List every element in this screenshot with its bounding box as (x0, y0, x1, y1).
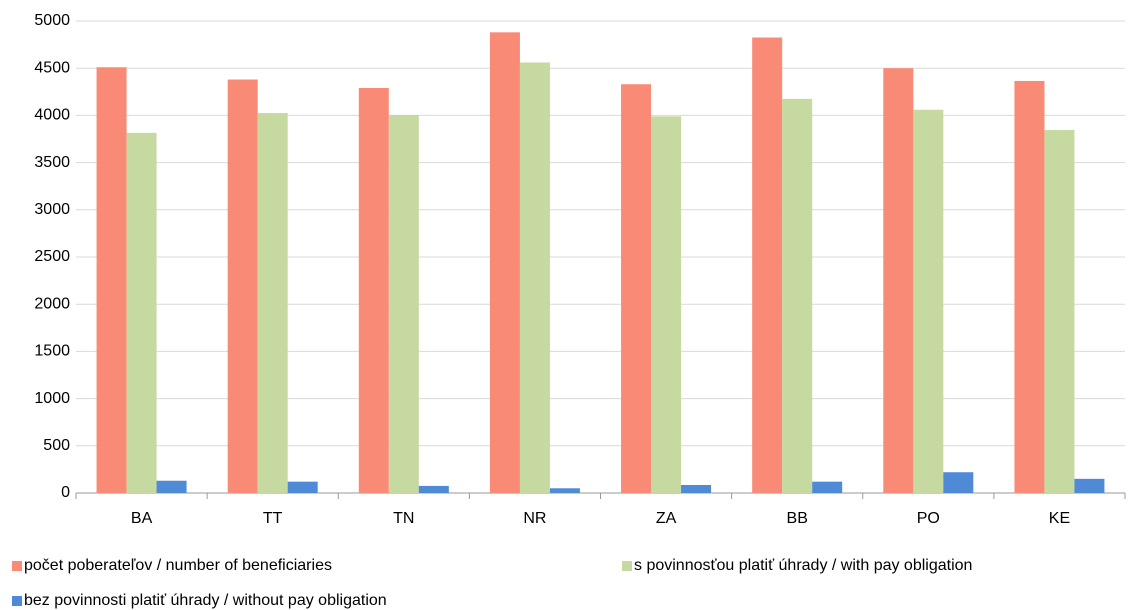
x-tick-label: BA (131, 510, 153, 527)
bar (913, 109, 944, 494)
bar (651, 116, 682, 494)
bar (812, 481, 843, 493)
bar (126, 132, 157, 493)
y-tick-label: 3500 (34, 154, 70, 171)
x-tick-label: NR (523, 510, 546, 527)
y-tick-label: 5000 (34, 12, 70, 29)
legend-label: bez povinnosti platiť úhrady / without p… (24, 592, 387, 609)
y-tick-label: 4000 (34, 107, 70, 124)
bar (681, 484, 712, 493)
bar (1014, 80, 1045, 493)
bar (388, 114, 419, 493)
legend-swatch (12, 596, 22, 606)
bar (943, 472, 974, 493)
x-tick-label: ZA (656, 510, 677, 527)
x-tick-label: TN (393, 510, 414, 527)
y-tick-label: 500 (43, 437, 70, 454)
bar (782, 98, 813, 493)
legend-swatch (622, 561, 632, 571)
y-tick-label: 2000 (34, 295, 70, 312)
y-tick-label: 2500 (34, 248, 70, 265)
y-tick-label: 0 (61, 484, 70, 501)
bar (1074, 478, 1105, 493)
y-tick-label: 4500 (34, 59, 70, 76)
bar (1044, 130, 1075, 494)
y-tick-label: 3000 (34, 201, 70, 218)
bar (358, 88, 389, 494)
legend-label: s povinnosťou platiť úhrady / with pay o… (634, 557, 972, 574)
y-tick-label: 1000 (34, 390, 70, 407)
x-tick-label: TT (263, 510, 283, 527)
x-tick-label: KE (1049, 510, 1070, 527)
x-tick-label: BB (787, 510, 808, 527)
legend-swatch (12, 561, 22, 571)
legend-label: počet poberateľov / number of beneficiar… (24, 557, 332, 574)
bar (752, 37, 783, 494)
bar (549, 488, 580, 493)
y-tick-label: 1500 (34, 343, 70, 360)
bar (418, 485, 449, 493)
bar (96, 67, 127, 494)
bar (621, 84, 652, 494)
bar (156, 480, 187, 493)
bar (489, 32, 520, 493)
bar (519, 62, 550, 493)
bar (257, 113, 288, 493)
x-tick-label: PO (917, 510, 940, 527)
bar (227, 79, 258, 493)
bar (883, 68, 914, 493)
bar (287, 481, 318, 493)
